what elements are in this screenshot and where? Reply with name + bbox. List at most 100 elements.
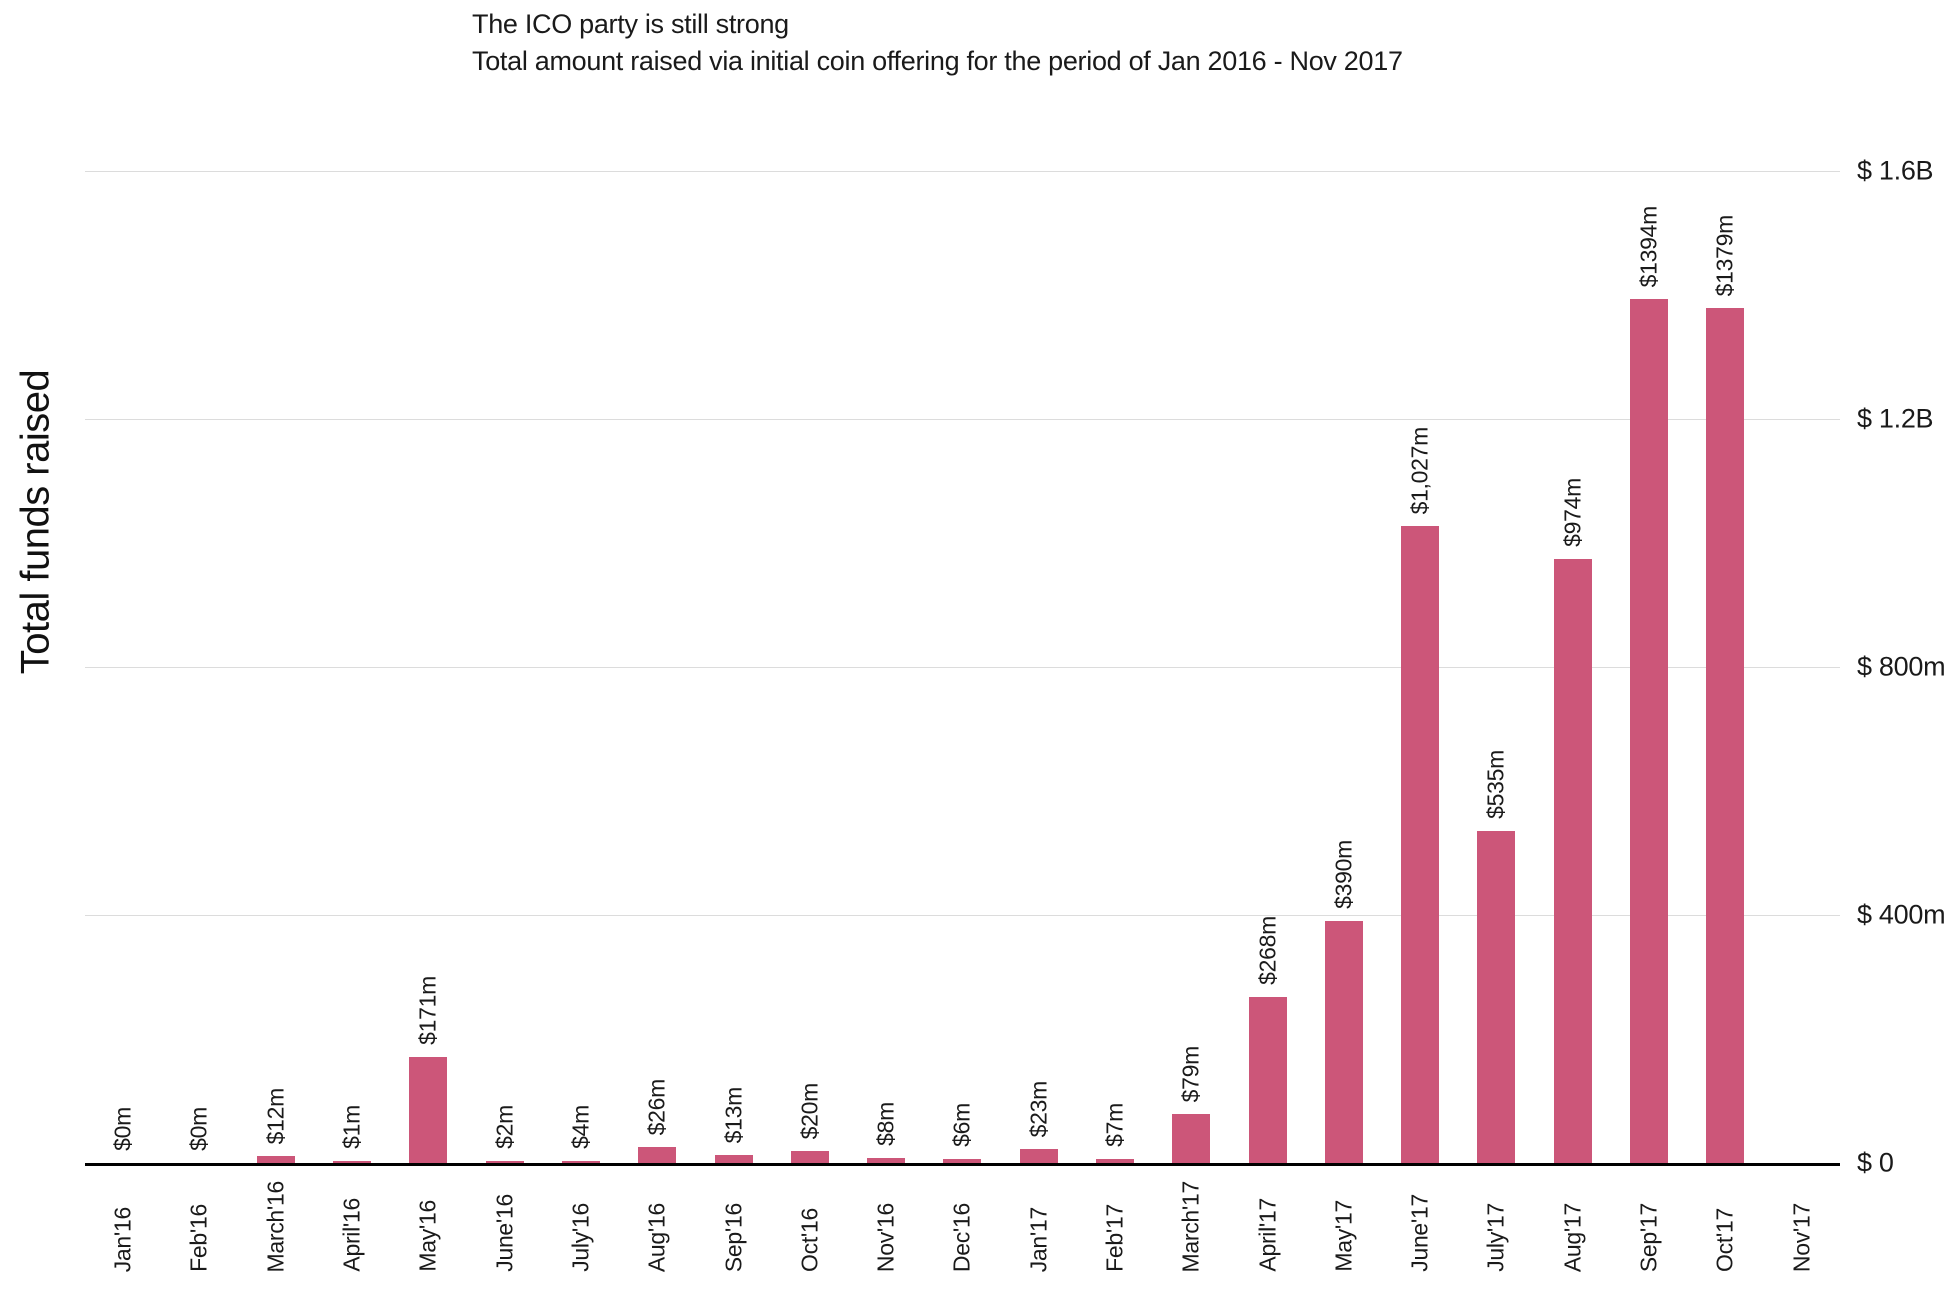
bar-slot: $4m xyxy=(543,171,619,1163)
bar-value-label: $1379m xyxy=(1711,214,1738,296)
bar-slot: $6m xyxy=(924,171,1000,1163)
x-tick-slot: April'16 xyxy=(314,1166,390,1272)
bar-value-label: $171m xyxy=(414,976,441,1045)
bar xyxy=(485,1161,524,1163)
x-tick-label: March'17 xyxy=(1177,1180,1204,1272)
x-tick-label: July'17 xyxy=(1482,1203,1509,1272)
bar-value-label: $7m xyxy=(1101,1103,1128,1147)
x-tick-slot: Nov'16 xyxy=(848,1166,924,1272)
bar xyxy=(1477,831,1516,1163)
bars-container: $0m $0m $12m $1m $171m $2m $4m $26m $13m $20m $8m $… xyxy=(85,171,1840,1163)
bar-value-label: $1m xyxy=(338,1105,365,1149)
x-tick-slot: July'16 xyxy=(543,1166,619,1272)
x-tick-label: June'16 xyxy=(491,1194,518,1272)
x-tick-label: Aug'17 xyxy=(1559,1202,1586,1272)
x-tick-slot: Aug'17 xyxy=(1535,1166,1611,1272)
bar-slot: $171m xyxy=(390,171,466,1163)
x-tick-slot: May'16 xyxy=(390,1166,466,1272)
x-tick-label: Nov'17 xyxy=(1788,1202,1815,1272)
gridline xyxy=(85,419,1840,420)
x-tick-label: Jan'17 xyxy=(1025,1206,1052,1272)
bar-slot: $1394m xyxy=(1611,171,1687,1163)
bar-slot: $1379m xyxy=(1687,171,1763,1163)
bar-value-label: $12m xyxy=(262,1087,289,1144)
bar-slot: $26m xyxy=(619,171,695,1163)
bar-slot: $974m xyxy=(1535,171,1611,1163)
x-tick-slot: Sep'16 xyxy=(695,1166,771,1272)
y-tick-label: $ 1.6B xyxy=(1857,155,1934,186)
x-tick-label: April'16 xyxy=(338,1198,365,1272)
bar xyxy=(1324,921,1363,1163)
bar-value-label: $26m xyxy=(643,1078,670,1135)
bar-slot: $20m xyxy=(772,171,848,1163)
bar xyxy=(1630,299,1669,1163)
bar xyxy=(1019,1149,1058,1163)
y-axis-title: Total funds raised xyxy=(13,369,58,675)
chart-subtitle: Total amount raised via initial coin off… xyxy=(472,46,1403,76)
bar xyxy=(1553,559,1592,1163)
bar-slot: $1m xyxy=(314,171,390,1163)
bar-slot: $12m xyxy=(238,171,314,1163)
bar-slot: $23m xyxy=(1001,171,1077,1163)
x-axis-labels: Jan'16 Feb'16 March'16 April'16 May'16 June'1… xyxy=(85,1166,1840,1272)
x-tick-label: Nov'16 xyxy=(872,1202,899,1272)
x-axis-line xyxy=(85,1163,1840,1166)
bar xyxy=(561,1161,600,1163)
bar-value-label: $4m xyxy=(567,1105,594,1149)
x-tick-label: Aug'16 xyxy=(643,1202,670,1272)
bar-value-label: $6m xyxy=(948,1103,975,1147)
bar xyxy=(256,1156,295,1163)
y-tick-label: $ 400m xyxy=(1857,899,1946,930)
bar xyxy=(409,1057,448,1163)
x-tick-slot: July'17 xyxy=(1458,1166,1534,1272)
bar xyxy=(867,1158,906,1163)
x-tick-label: Sep'16 xyxy=(720,1202,747,1272)
x-tick-label: May'17 xyxy=(1330,1200,1357,1272)
bar-value-label: $974m xyxy=(1559,478,1586,547)
x-tick-label: June'17 xyxy=(1406,1194,1433,1272)
x-tick-label: April'17 xyxy=(1254,1198,1281,1272)
bar-value-label: $0m xyxy=(185,1107,212,1151)
gridline xyxy=(85,667,1840,668)
bar-value-label: $8m xyxy=(872,1102,899,1146)
bar-value-label: $2m xyxy=(491,1105,518,1149)
bar xyxy=(1401,526,1440,1163)
x-tick-slot: March'17 xyxy=(1153,1166,1229,1272)
bar-slot: $7m xyxy=(1077,171,1153,1163)
gridline xyxy=(85,171,1840,172)
bar-value-label: $20m xyxy=(796,1082,823,1139)
bar xyxy=(714,1155,753,1163)
x-tick-label: Jan'16 xyxy=(109,1206,136,1272)
bar-slot: $535m xyxy=(1458,171,1534,1163)
bar-slot: $8m xyxy=(848,171,924,1163)
y-tick-label: $ 1.2B xyxy=(1857,403,1934,434)
x-tick-slot: Nov'17 xyxy=(1764,1166,1840,1272)
chart-header: The ICO party is still strong Total amou… xyxy=(472,6,1403,80)
bar-slot: $79m xyxy=(1153,171,1229,1163)
bar-slot: $390m xyxy=(1306,171,1382,1163)
bar-slot: $13m xyxy=(695,171,771,1163)
bar-value-label: $390m xyxy=(1330,840,1357,909)
gridline xyxy=(85,915,1840,916)
bar-slot: $268m xyxy=(1229,171,1305,1163)
x-tick-label: July'16 xyxy=(567,1203,594,1272)
bar-value-label: $23m xyxy=(1025,1080,1052,1137)
x-tick-slot: Sep'17 xyxy=(1611,1166,1687,1272)
plot-area: $0m $0m $12m $1m $171m $2m $4m $26m $13m $20m $8m $… xyxy=(85,171,1840,1166)
bar xyxy=(943,1159,982,1163)
bar-value-label: $13m xyxy=(720,1086,747,1143)
x-tick-label: Feb'17 xyxy=(1101,1204,1128,1272)
x-tick-slot: April'17 xyxy=(1229,1166,1305,1272)
y-tick-label: $ 800m xyxy=(1857,651,1946,682)
x-tick-label: March'16 xyxy=(262,1180,289,1272)
bar-value-label: $535m xyxy=(1482,750,1509,819)
bar-value-label: $0m xyxy=(109,1107,136,1151)
x-tick-label: Oct'16 xyxy=(796,1208,823,1272)
bar-slot: $2m xyxy=(466,171,542,1163)
x-tick-slot: Dec'16 xyxy=(924,1166,1000,1272)
x-tick-label: Feb'16 xyxy=(185,1204,212,1272)
bar-value-label: $79m xyxy=(1177,1045,1204,1102)
bar-value-label: $268m xyxy=(1254,916,1281,985)
bar-value-label: $1,027m xyxy=(1406,426,1433,514)
x-tick-slot: Feb'16 xyxy=(161,1166,237,1272)
